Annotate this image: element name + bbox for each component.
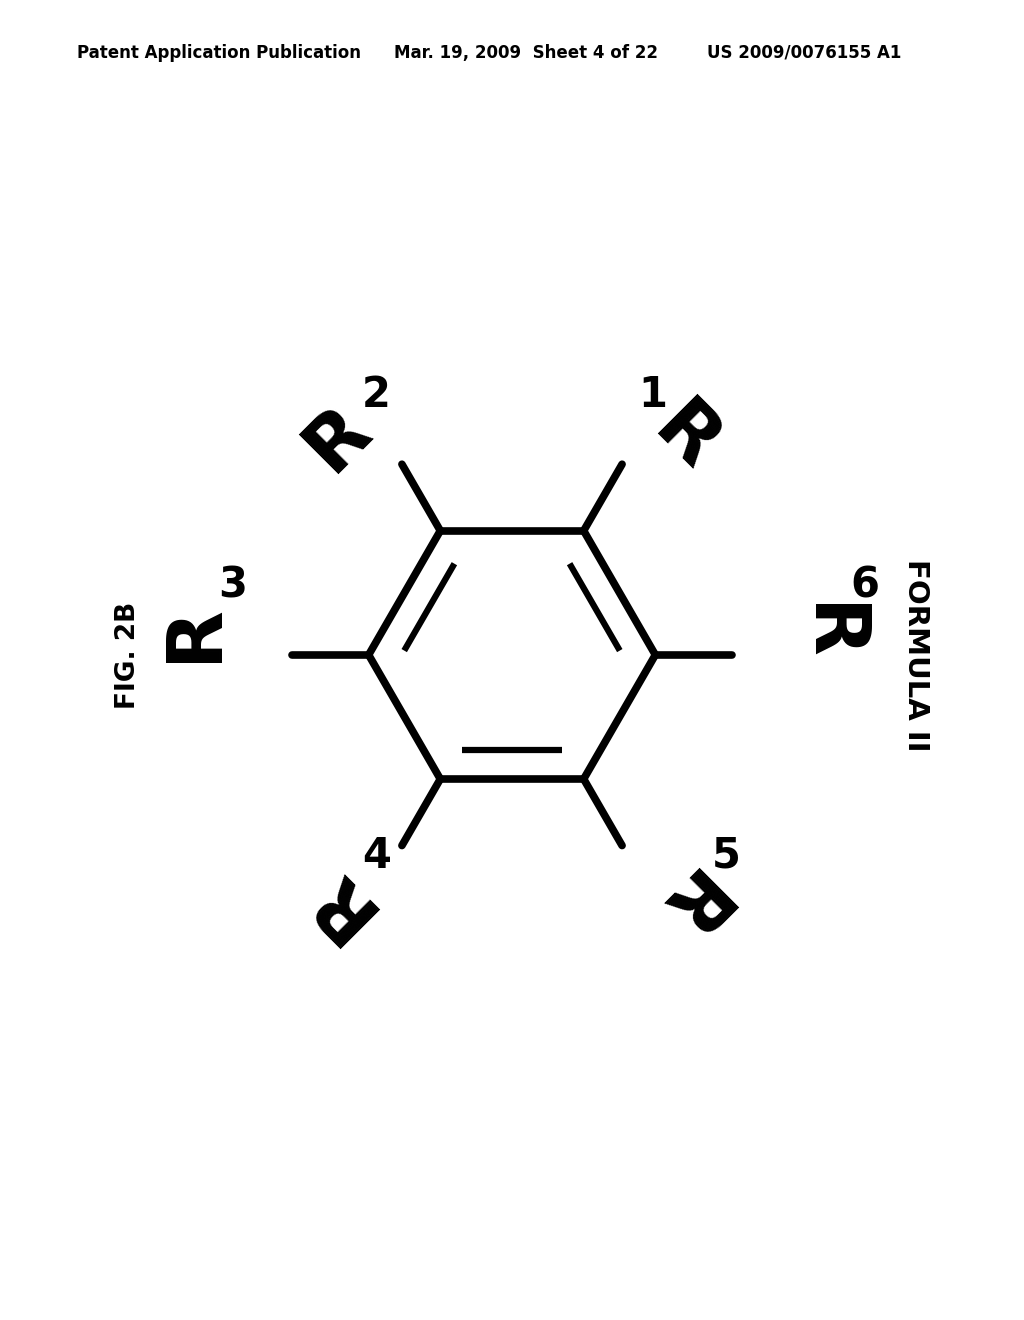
Text: Mar. 19, 2009  Sheet 4 of 22: Mar. 19, 2009 Sheet 4 of 22 <box>394 44 658 62</box>
Text: 6: 6 <box>851 564 880 606</box>
Text: Patent Application Publication: Patent Application Publication <box>77 44 360 62</box>
Text: R: R <box>292 392 385 486</box>
Text: R: R <box>158 603 231 661</box>
Text: 1: 1 <box>638 374 668 416</box>
Text: R: R <box>292 855 385 949</box>
Text: 5: 5 <box>712 834 741 876</box>
Text: US 2009/0076155 A1: US 2009/0076155 A1 <box>707 44 901 62</box>
Text: FIG. 2B: FIG. 2B <box>115 601 141 709</box>
Text: FORMULA II: FORMULA II <box>902 558 931 751</box>
Text: R: R <box>639 392 732 486</box>
Text: 2: 2 <box>361 374 391 416</box>
Text: R: R <box>639 855 732 949</box>
Text: 3: 3 <box>218 564 247 606</box>
Text: 4: 4 <box>361 834 391 876</box>
Text: R: R <box>793 603 866 661</box>
